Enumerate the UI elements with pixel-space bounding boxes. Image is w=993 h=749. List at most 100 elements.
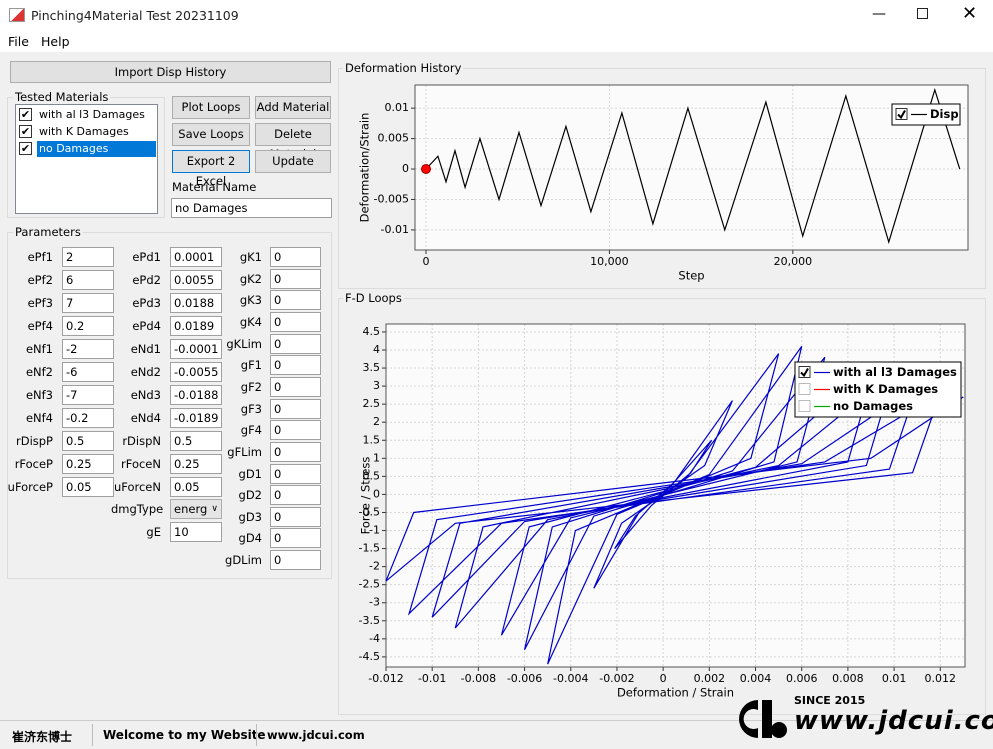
x-tick-label: 0.01 xyxy=(882,672,907,685)
button[interactable]: Add Material xyxy=(255,96,331,119)
material-name-input[interactable]: no Damages xyxy=(171,198,332,218)
legend-checkbox[interactable] xyxy=(798,383,811,395)
param-input[interactable]: 0 xyxy=(270,550,321,571)
checkmark xyxy=(800,368,809,378)
param-select[interactable]: energ ∨ xyxy=(170,499,222,520)
param-input[interactable]: 0 xyxy=(270,355,321,376)
param-input[interactable]: 2 xyxy=(62,247,114,267)
param-input[interactable]: 10 xyxy=(170,522,222,543)
checkbox[interactable]: ✔ xyxy=(19,125,32,138)
param-input[interactable]: 0.2 xyxy=(62,315,114,336)
button[interactable]: Export 2 Excel xyxy=(172,150,250,188)
param-input[interactable]: 0.05 xyxy=(62,476,114,497)
param-label: eNf1 xyxy=(25,341,53,356)
param-input[interactable]: -0.0055 xyxy=(170,361,222,382)
y-tick-label: 3 xyxy=(373,379,380,392)
param-input[interactable]: 0 xyxy=(270,333,321,354)
param-input[interactable]: 0.0189 xyxy=(170,315,222,336)
minimize-button[interactable]: — xyxy=(872,6,886,22)
dropdown-arrow[interactable]: ∨ xyxy=(211,504,218,515)
legend-checkbox[interactable] xyxy=(895,108,908,120)
logo-shape xyxy=(762,700,772,738)
button[interactable]: Delete Material xyxy=(255,123,331,161)
param-label: gK1 xyxy=(239,250,262,264)
param-input[interactable]: -0.0188 xyxy=(170,384,222,405)
import-button[interactable]: Import Disp History xyxy=(10,61,331,83)
close-button[interactable]: ✕ xyxy=(962,3,978,24)
param-input[interactable]: 0 xyxy=(270,528,321,549)
checkbox[interactable]: ✔ xyxy=(19,108,32,121)
param-input[interactable]: 0 xyxy=(270,485,321,506)
param-label: ePd3 xyxy=(132,295,161,310)
param-input[interactable]: 0 xyxy=(270,463,321,484)
deformation-history-group xyxy=(338,68,986,289)
param-input[interactable]: 0 xyxy=(270,247,321,267)
logo-shape xyxy=(771,722,787,738)
param-label: ePd1 xyxy=(132,250,161,264)
y-tick-label: -4 xyxy=(369,632,380,645)
legend-label: no Damages xyxy=(833,399,913,413)
param-input[interactable]: -7 xyxy=(62,384,114,405)
list-item[interactable]: with al l3 Damages xyxy=(39,108,145,121)
param-label: ePd4 xyxy=(132,318,161,333)
param-input[interactable]: 0 xyxy=(270,376,321,397)
x-axis-label: Step xyxy=(678,269,704,283)
logo-url: www.jdcui.com xyxy=(794,706,993,736)
param-input[interactable]: -2 xyxy=(62,338,114,359)
param-input[interactable]: 0 xyxy=(270,290,321,311)
y-axis-label: Force / Stress xyxy=(359,457,373,535)
group-label: Tested Materials xyxy=(13,90,111,104)
param-input[interactable]: 0 xyxy=(270,268,321,289)
x-tick-label: -0.012 xyxy=(368,672,403,685)
x-tick-label: 0.004 xyxy=(740,672,772,685)
param-input[interactable]: 0.05 xyxy=(170,476,222,497)
list-item[interactable]: no Damages xyxy=(37,141,156,157)
param-input[interactable]: -6 xyxy=(62,361,114,382)
param-label: uForceP xyxy=(7,479,53,494)
param-input[interactable]: 0 xyxy=(270,311,321,332)
x-tick-label: 0 xyxy=(660,672,667,685)
param-input[interactable]: 0.25 xyxy=(170,453,222,474)
separator xyxy=(92,724,93,746)
list-item[interactable]: with K Damages xyxy=(39,125,129,138)
param-input[interactable]: -0.2 xyxy=(62,407,114,428)
legend-checkbox[interactable] xyxy=(798,400,811,412)
logo-shape xyxy=(739,700,758,738)
y-tick-label: -1.5 xyxy=(359,542,380,555)
param-input[interactable]: 0 xyxy=(270,398,321,419)
param-input[interactable]: 0.5 xyxy=(170,430,222,451)
param-label: gF2 xyxy=(240,379,262,394)
menu-item[interactable]: Help xyxy=(41,34,70,49)
param-input[interactable]: 0 xyxy=(270,441,321,462)
param-input[interactable]: 0.0001 xyxy=(170,247,222,267)
param-input[interactable]: 0.0055 xyxy=(170,269,222,290)
x-tick-label: 20,000 xyxy=(774,255,813,268)
param-input[interactable]: 7 xyxy=(62,292,114,313)
y-tick-label: -3.5 xyxy=(359,614,380,627)
legend-checkbox[interactable] xyxy=(798,366,811,378)
logo: SINCE 2015 www.jdcui.com xyxy=(728,690,993,746)
separator xyxy=(256,724,257,746)
param-input[interactable]: 0.25 xyxy=(62,453,114,474)
param-label: rFoceP xyxy=(14,456,53,471)
param-input[interactable]: 0.0188 xyxy=(170,292,222,313)
checkbox[interactable]: ✔ xyxy=(19,142,32,155)
param-label: ePf3 xyxy=(27,295,53,310)
param-input[interactable]: 0.5 xyxy=(62,430,114,451)
button[interactable]: Save Loops xyxy=(172,123,250,146)
maximize-button[interactable] xyxy=(917,8,928,19)
param-input[interactable]: 0 xyxy=(270,420,321,441)
y-tick-label: 2 xyxy=(373,415,380,428)
param-input[interactable]: -0.0001 xyxy=(170,338,222,359)
legend-label: with K Damages xyxy=(833,382,938,396)
param-label: gK2 xyxy=(239,271,262,286)
button[interactable]: Update xyxy=(255,150,331,173)
menu-item[interactable]: File xyxy=(8,34,29,49)
param-input[interactable]: -0.0189 xyxy=(170,407,222,428)
button[interactable]: Plot Loops xyxy=(172,96,250,119)
y-tick-label: -3 xyxy=(369,596,380,609)
param-input[interactable]: 6 xyxy=(62,269,114,290)
param-input[interactable]: 0 xyxy=(270,506,321,527)
param-label: ePf1 xyxy=(27,250,53,264)
